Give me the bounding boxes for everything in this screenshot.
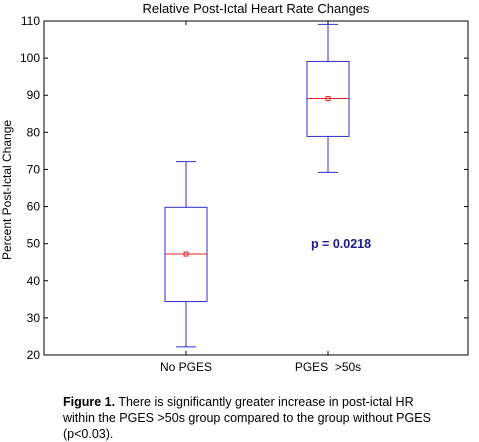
y-tick-label: 70	[27, 162, 41, 176]
y-tick-label: 80	[27, 125, 41, 139]
mean-marker	[183, 251, 189, 257]
x-tick-label: No PGES	[160, 360, 212, 374]
y-tick-label: 50	[27, 237, 41, 251]
y-tick-label: 90	[27, 88, 41, 102]
x-tick-label: PGES >50s	[295, 360, 361, 374]
y-tick-label: 30	[27, 311, 41, 325]
y-tick-label: 100	[20, 51, 40, 65]
y-axis-label: Percent Post-Ictal Change	[0, 120, 14, 260]
y-tick-label: 20	[27, 348, 41, 362]
plot-area-frame	[43, 20, 469, 356]
mean-marker	[325, 96, 331, 102]
y-tick-label: 60	[27, 200, 41, 214]
figure-caption: Figure 1. There is significantly greater…	[63, 394, 443, 442]
y-tick-label: 110	[21, 14, 40, 28]
box-group	[164, 161, 208, 348]
caption-label: Figure 1.	[63, 395, 116, 409]
caption-text: There is significantly greater increase …	[63, 395, 431, 441]
p-value-annotation: p = 0.0218	[311, 237, 371, 251]
y-tick-label: 40	[27, 274, 41, 288]
box-group	[306, 23, 350, 173]
box-plot-chart: Relative Post-Ictal Heart Rate Changes P…	[0, 1, 469, 374]
chart-title: Relative Post-Ictal Heart Rate Changes	[143, 1, 370, 16]
